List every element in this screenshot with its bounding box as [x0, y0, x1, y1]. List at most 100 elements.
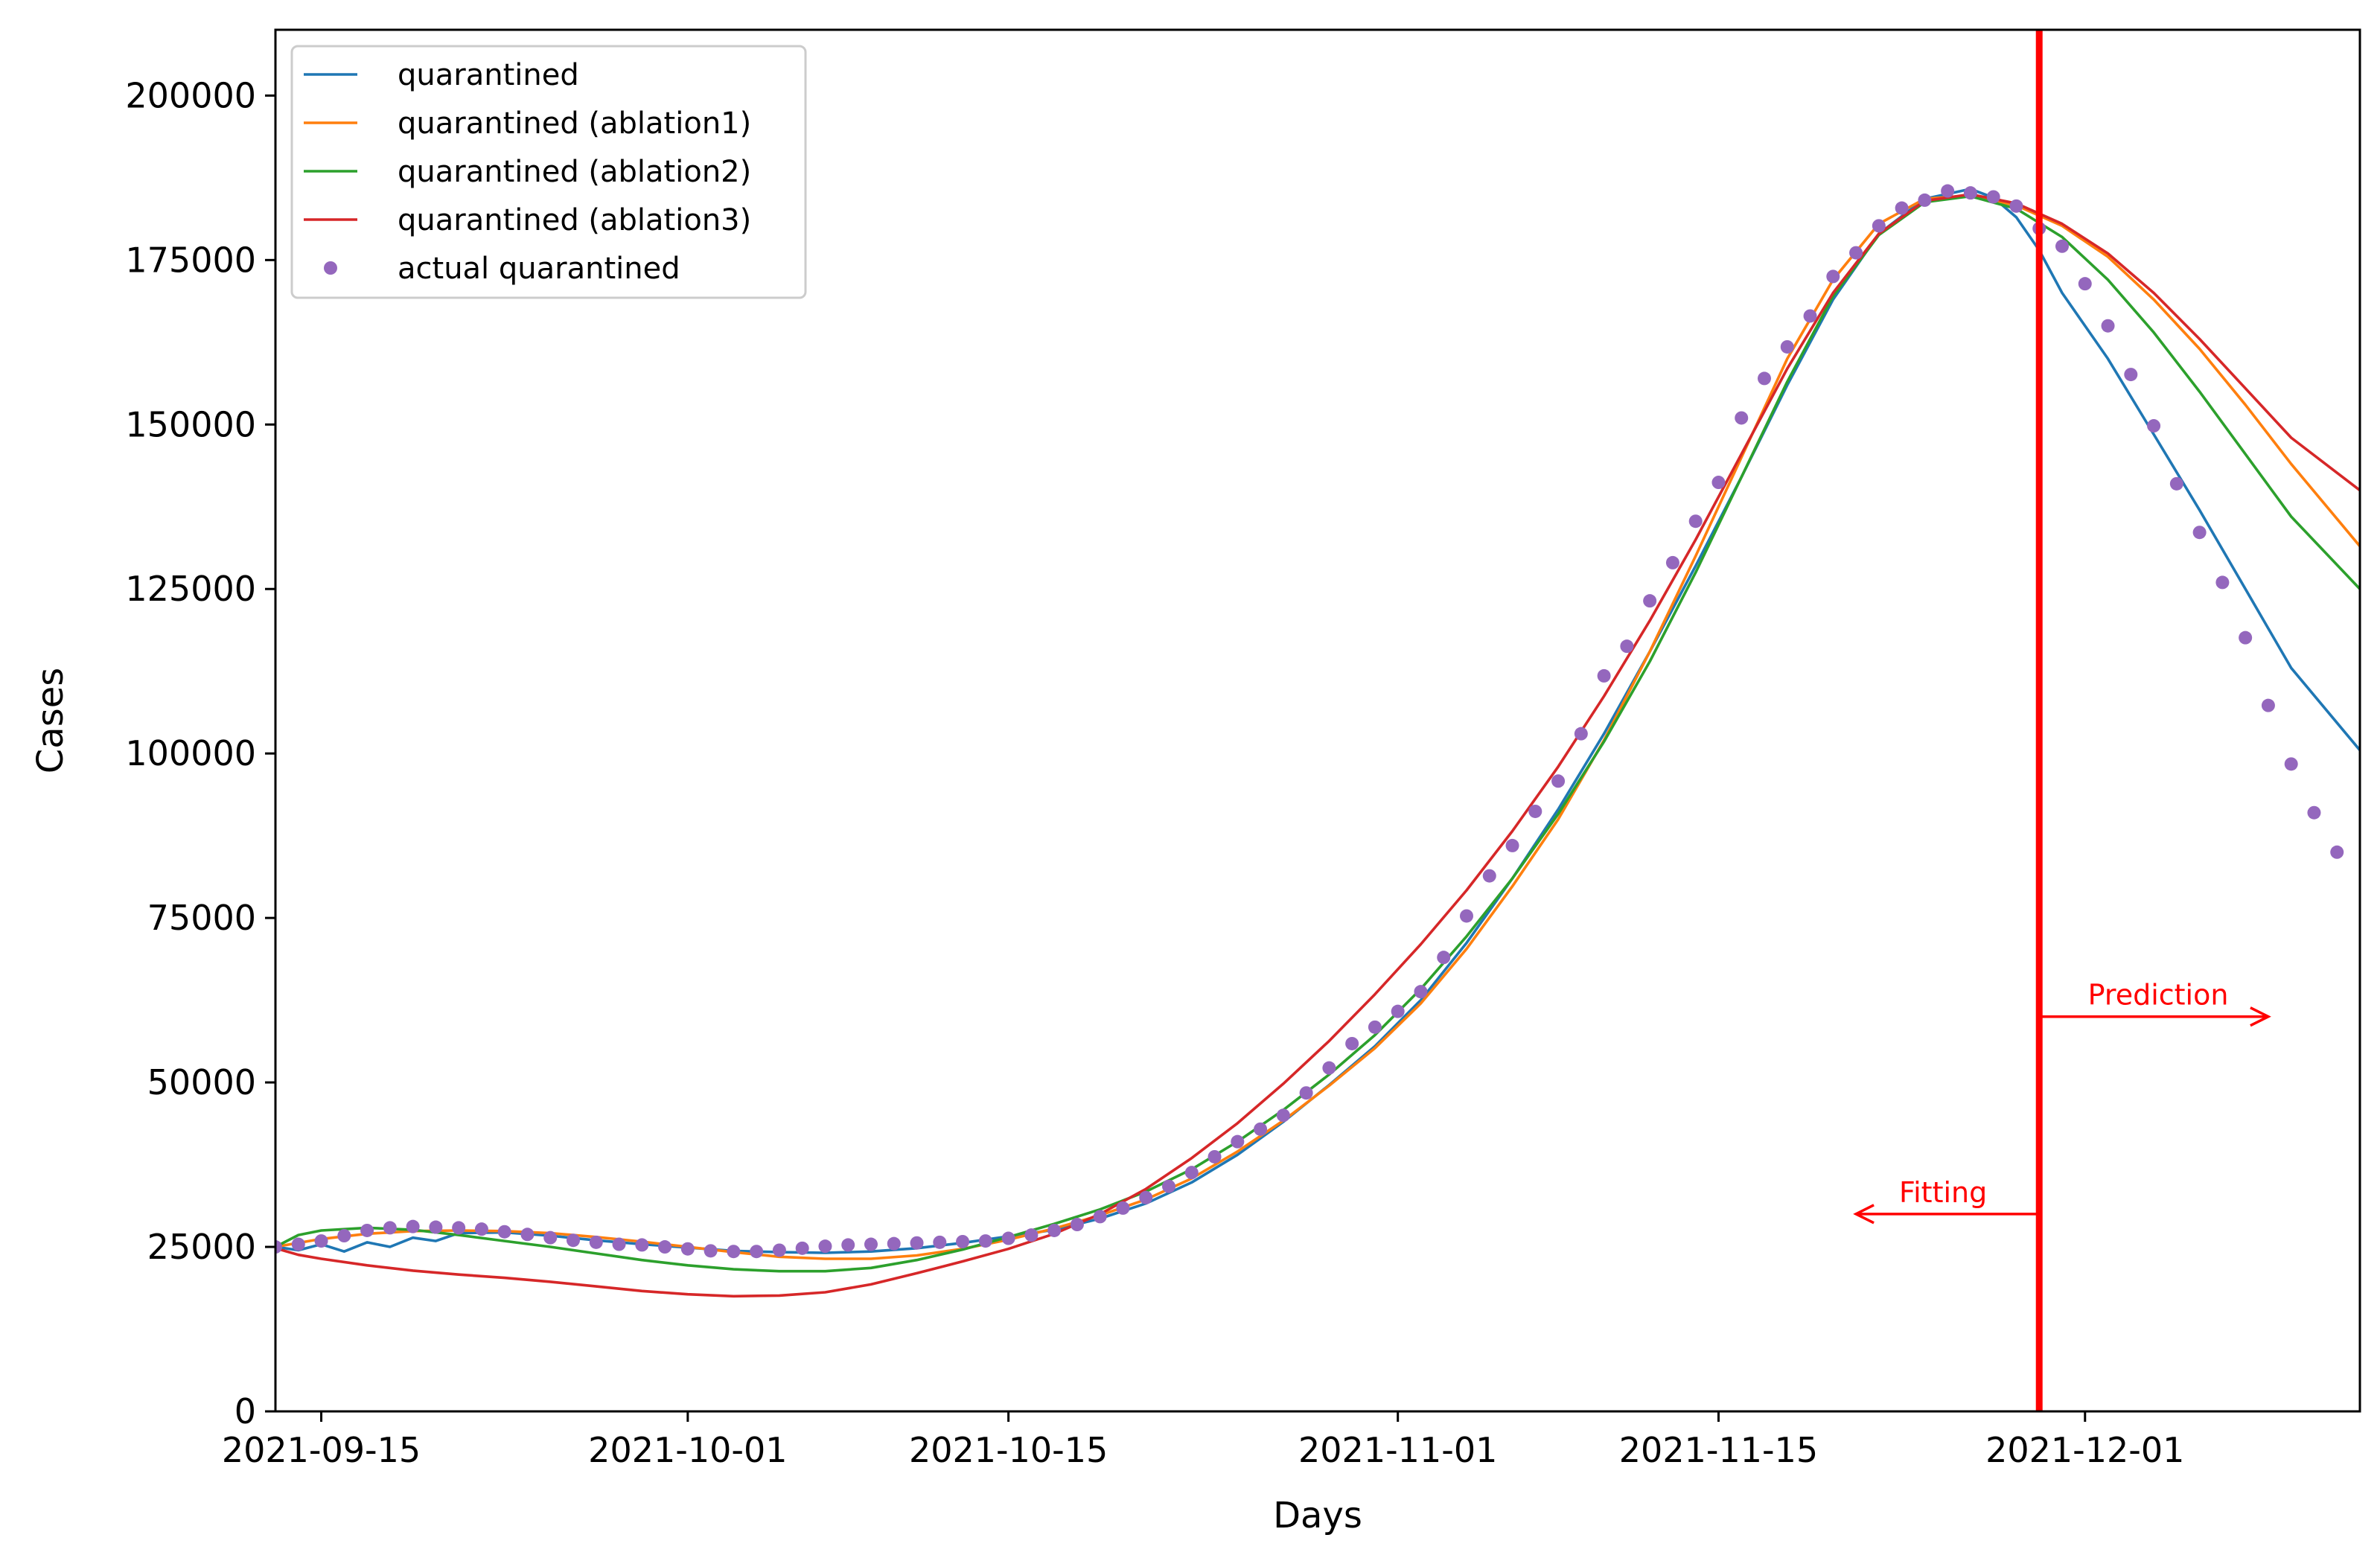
x-tick-label: 2021-10-01 [588, 1430, 787, 1470]
x-tick-label: 2021-11-01 [1298, 1430, 1497, 1470]
legend-label: quarantined (ablation3) [398, 203, 751, 237]
scatter-point [2009, 199, 2023, 213]
scatter-point [567, 1233, 580, 1248]
legend-label: actual quarantined [398, 252, 680, 286]
y-tick-label: 25000 [147, 1227, 256, 1267]
y-tick-label: 50000 [147, 1062, 256, 1102]
scatter-point [520, 1228, 535, 1242]
scatter-point [1735, 411, 1749, 425]
x-tick-label: 2021-10-15 [909, 1430, 1108, 1470]
scatter-point [2284, 757, 2298, 771]
y-axis-title: Cases [30, 668, 71, 773]
scatter-point [1345, 1036, 1359, 1050]
scatter-point [589, 1235, 603, 1249]
scatter-point [1184, 1166, 1199, 1180]
scatter-point [1803, 309, 1817, 323]
scatter-point [2055, 239, 2069, 253]
scatter-point [2101, 319, 2115, 333]
x-tick-label: 2021-11-15 [1619, 1430, 1818, 1470]
scatter-point [1528, 804, 1542, 818]
scatter-point [1460, 909, 1473, 923]
scatter-point [1391, 1004, 1405, 1018]
scatter-point [1918, 193, 1932, 207]
scatter-point [1872, 219, 1886, 233]
scatter-point [1780, 339, 1794, 354]
scatter-point [2124, 368, 2138, 382]
scatter-point [795, 1241, 809, 1255]
x-tick-label: 2021-12-01 [1985, 1430, 2184, 1470]
scatter-point [1505, 838, 1519, 852]
scatter-point [772, 1243, 786, 1257]
y-tick-label: 125000 [125, 569, 256, 609]
scatter-point [1024, 1228, 1039, 1242]
scatter-point [1826, 269, 1840, 284]
scatter-point [2147, 419, 2161, 433]
y-tick-label: 175000 [125, 240, 256, 280]
annotation-label: Fitting [1899, 1176, 1987, 1209]
x-axis-title: Days [1273, 1495, 1362, 1536]
plot-frame [274, 28, 2361, 1413]
scatter-point [429, 1220, 443, 1234]
scatter-point [543, 1230, 558, 1245]
scatter-point [1665, 555, 1679, 569]
scatter-point [2307, 805, 2321, 820]
legend-label: quarantined [398, 58, 579, 92]
scatter-point [1758, 371, 1771, 386]
scatter-point [1299, 1086, 1313, 1100]
scatter-point [1254, 1122, 1268, 1136]
scatter-point [1711, 476, 1726, 490]
scatter-point [818, 1239, 832, 1254]
scatter-point [956, 1234, 970, 1248]
scatter-point [1597, 668, 1611, 683]
series-layer [275, 184, 2360, 1298]
scatter-point [1162, 1179, 1175, 1193]
y-tick-label: 0 [235, 1391, 256, 1431]
scatter-point [1322, 1061, 1336, 1075]
scatter-point [337, 1229, 351, 1243]
y-tick-label: 200000 [125, 75, 256, 115]
scatter-point [406, 1219, 420, 1233]
scatter-point [750, 1245, 764, 1259]
scatter-point [1139, 1190, 1153, 1204]
annotation-arrowhead [1853, 1204, 1875, 1225]
scatter-point [1688, 514, 1703, 529]
legend-swatch [324, 261, 337, 275]
scatter-point [1574, 727, 1588, 741]
scatter-point [635, 1238, 649, 1252]
scatter-point [727, 1245, 741, 1259]
scatter-point [497, 1225, 511, 1239]
scatter-point [1207, 1149, 1222, 1163]
annotation-arrowhead [2250, 1006, 2271, 1027]
scatter-point [1368, 1020, 1382, 1034]
scatter-point [452, 1221, 466, 1235]
scatter-point [2192, 526, 2207, 540]
scatter-point [314, 1234, 328, 1248]
scatter-point [1047, 1223, 1062, 1237]
scatter-point [360, 1223, 374, 1237]
annotation-label: Prediction [2088, 979, 2229, 1012]
axis-ticks: 2021-09-15 2021-10-01 2021-10-15 2021-11-01… [125, 75, 2184, 1470]
scatter-point [978, 1234, 992, 1248]
scatter-point [841, 1238, 855, 1252]
scatter-point [1001, 1231, 1015, 1245]
legend: quarantined quarantined (ablation1) quaran… [290, 45, 807, 299]
legend-label: quarantined (ablation1) [398, 106, 751, 141]
scatter-point [2239, 631, 2253, 645]
scatter-point [1231, 1134, 1245, 1149]
scatter-point [291, 1237, 305, 1251]
scatter-point [887, 1236, 901, 1251]
y-tick-label: 150000 [125, 404, 256, 444]
scatter-point [474, 1222, 488, 1236]
scatter-point [2078, 277, 2092, 291]
scatter-point [658, 1240, 672, 1254]
scatter-point [1414, 985, 1428, 999]
scatter-point [1895, 201, 1909, 215]
scatter-point [1276, 1108, 1290, 1123]
scatter-point [275, 1240, 282, 1254]
scatter-point [1643, 594, 1657, 608]
scatter-point [1849, 246, 1863, 260]
y-tick-label: 100000 [125, 733, 256, 773]
scatter-point [933, 1235, 947, 1249]
scatter-point [1070, 1217, 1084, 1231]
